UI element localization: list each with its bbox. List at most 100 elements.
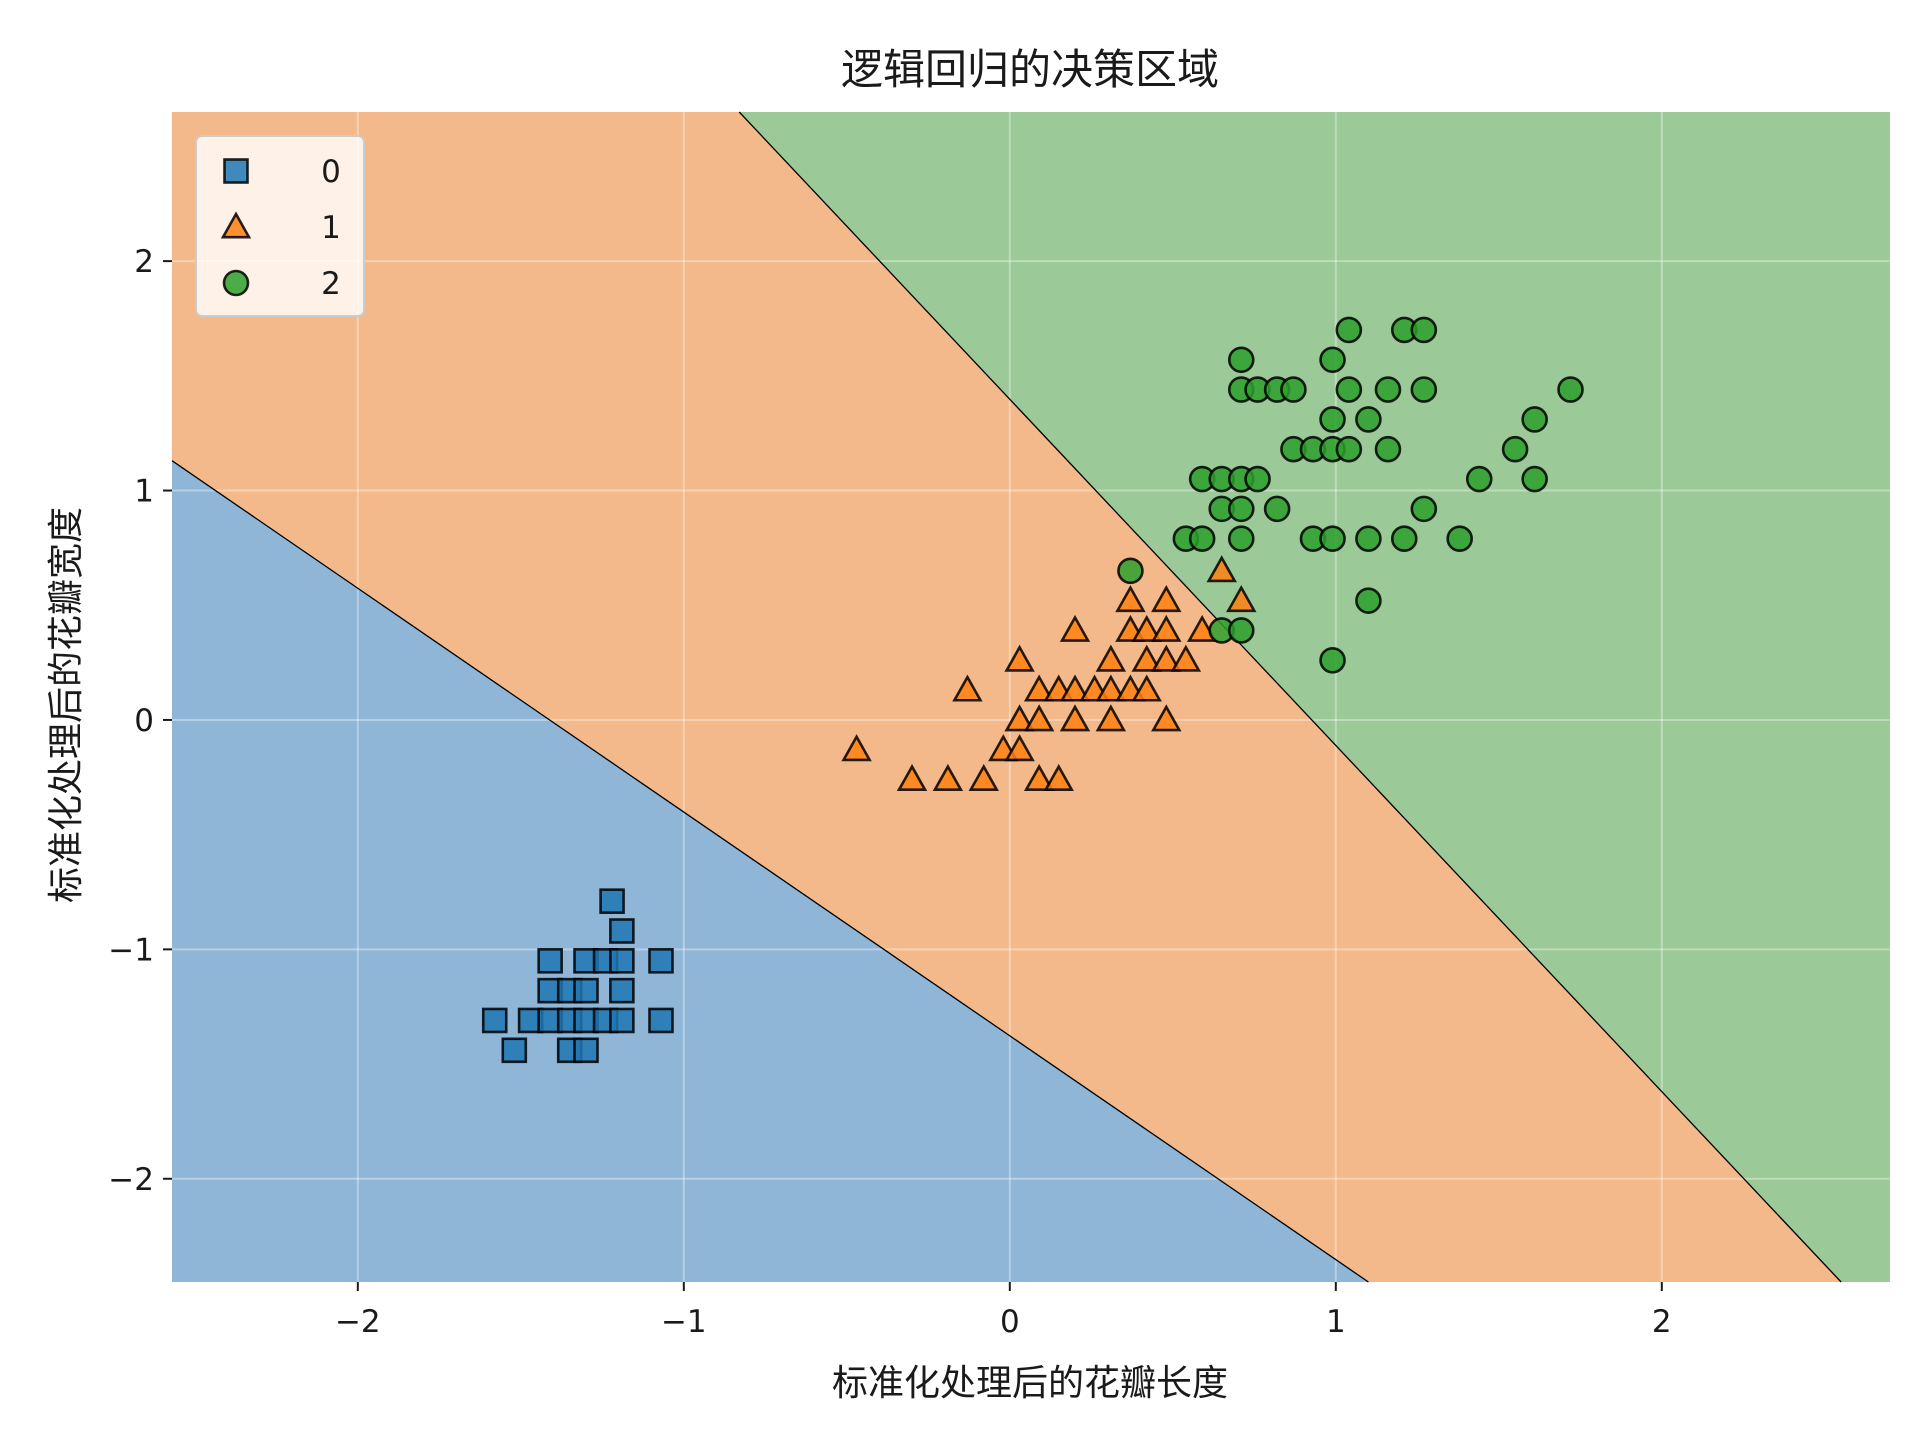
data-point-class-1 <box>1206 555 1237 583</box>
data-point-class-1 <box>1059 674 1091 702</box>
data-point-class-0 <box>609 918 635 944</box>
data-point-class-1 <box>1115 584 1146 613</box>
legend-label: 1 <box>321 210 341 246</box>
data-point-class-2 <box>1557 376 1584 403</box>
data-point-class-0 <box>573 977 599 1004</box>
data-point-class-2 <box>1227 525 1255 553</box>
data-point-class-1 <box>841 734 872 762</box>
data-point-class-2 <box>1390 525 1418 553</box>
data-point-class-2 <box>1188 525 1216 553</box>
data-point-class-1 <box>1151 614 1182 642</box>
plot-area <box>171 111 1890 1283</box>
data-point-class-2 <box>1263 495 1291 523</box>
data-point-class-1 <box>1059 704 1091 732</box>
data-point-class-2 <box>1319 646 1346 674</box>
data-point-class-0 <box>501 1037 528 1064</box>
legend-label: 2 <box>321 266 341 302</box>
data-point-class-1 <box>1023 674 1055 702</box>
x-tick-label: −1 <box>661 1304 707 1340</box>
legend-marker-0 <box>223 158 249 184</box>
y-tick-label: 0 <box>134 703 154 739</box>
data-point-class-2 <box>1244 465 1271 493</box>
data-point-class-1 <box>1059 614 1091 642</box>
y-axis: −2 −1 0 1 2 <box>108 244 172 1198</box>
data-point-class-2 <box>1374 376 1402 403</box>
data-point-class-2 <box>1117 557 1144 585</box>
data-point-class-1 <box>1004 704 1035 732</box>
data-point-class-0 <box>481 1007 508 1034</box>
data-point-class-2 <box>1355 525 1382 553</box>
data-point-class-1 <box>1151 704 1182 732</box>
y-tick-label: −1 <box>108 932 154 968</box>
x-tick-label: −2 <box>335 1304 381 1340</box>
data-point-class-2 <box>1521 406 1548 433</box>
data-point-class-1 <box>1023 763 1055 792</box>
data-point-class-1 <box>1151 644 1182 672</box>
x-axis: −2 −1 0 1 2 <box>335 1282 1672 1340</box>
data-point-class-2 <box>1227 495 1255 523</box>
data-point-class-2 <box>1280 376 1307 403</box>
region-class-2 <box>739 112 1890 1282</box>
data-point-class-0 <box>648 1007 674 1034</box>
data-point-class-1 <box>952 674 983 702</box>
data-point-class-1 <box>1023 704 1055 732</box>
decision-boundary-1-2 <box>738 111 1842 1283</box>
data-point-class-2 <box>1446 525 1473 553</box>
data-point-class-2 <box>1355 587 1382 614</box>
chart-title: 逻辑回归的决策区域 <box>841 45 1219 94</box>
data-point-class-1 <box>1043 763 1074 792</box>
data-points <box>481 316 1584 1064</box>
data-point-class-2 <box>1335 316 1363 344</box>
series-class-2 <box>1117 316 1584 674</box>
legend-marker-1 <box>220 211 252 239</box>
data-point-class-2 <box>1227 617 1255 644</box>
data-point-class-0 <box>599 888 625 914</box>
data-point-class-2 <box>1501 435 1529 463</box>
data-point-class-0 <box>537 948 563 974</box>
y-tick-label: −2 <box>108 1162 154 1198</box>
data-point-class-0 <box>648 948 674 974</box>
data-point-class-1 <box>932 763 964 792</box>
data-point-class-1 <box>1131 674 1162 702</box>
data-point-class-2 <box>1319 346 1346 374</box>
data-point-class-1 <box>1131 644 1162 672</box>
data-point-class-2 <box>1410 376 1438 403</box>
data-point-class-0 <box>573 1037 599 1064</box>
data-point-class-0 <box>609 977 635 1004</box>
data-point-class-2 <box>1335 376 1363 403</box>
series-class-0 <box>481 888 674 1064</box>
x-tick-label: 0 <box>1000 1304 1020 1340</box>
data-point-class-1 <box>1004 644 1035 672</box>
series-class-1 <box>841 555 1257 792</box>
legend: 0 1 2 <box>195 135 365 317</box>
data-point-class-1 <box>1095 644 1127 672</box>
data-point-class-2 <box>1374 435 1402 463</box>
data-point-class-0 <box>609 1007 635 1034</box>
data-point-class-2 <box>1410 316 1438 344</box>
data-point-class-0 <box>609 948 635 974</box>
data-point-class-1 <box>1151 584 1182 613</box>
data-point-class-2 <box>1319 525 1346 553</box>
data-point-class-1 <box>1095 704 1127 732</box>
x-axis-label: 标准化处理后的花瓣长度 <box>832 1363 1228 1404</box>
legend-label: 0 <box>321 154 341 190</box>
decision-boundary-0-1 <box>171 460 1369 1283</box>
data-point-class-2 <box>1335 435 1363 463</box>
data-point-class-2 <box>1227 346 1255 374</box>
legend-marker-2 <box>222 269 250 297</box>
y-tick-label: 1 <box>134 474 154 510</box>
data-point-class-1 <box>968 763 999 792</box>
x-tick-label: 2 <box>1652 1304 1672 1340</box>
y-tick-label: 2 <box>134 244 154 280</box>
data-point-class-2 <box>1355 406 1382 433</box>
data-point-class-1 <box>896 763 928 792</box>
data-point-class-1 <box>1170 644 1202 672</box>
data-point-class-1 <box>1004 734 1035 762</box>
data-point-class-1 <box>1131 614 1162 642</box>
data-point-class-1 <box>1095 674 1127 702</box>
y-axis-label: 标准化处理后的花瓣宽度 <box>46 507 87 903</box>
x-tick-label: 1 <box>1326 1304 1346 1340</box>
data-point-class-2 <box>1410 495 1438 523</box>
